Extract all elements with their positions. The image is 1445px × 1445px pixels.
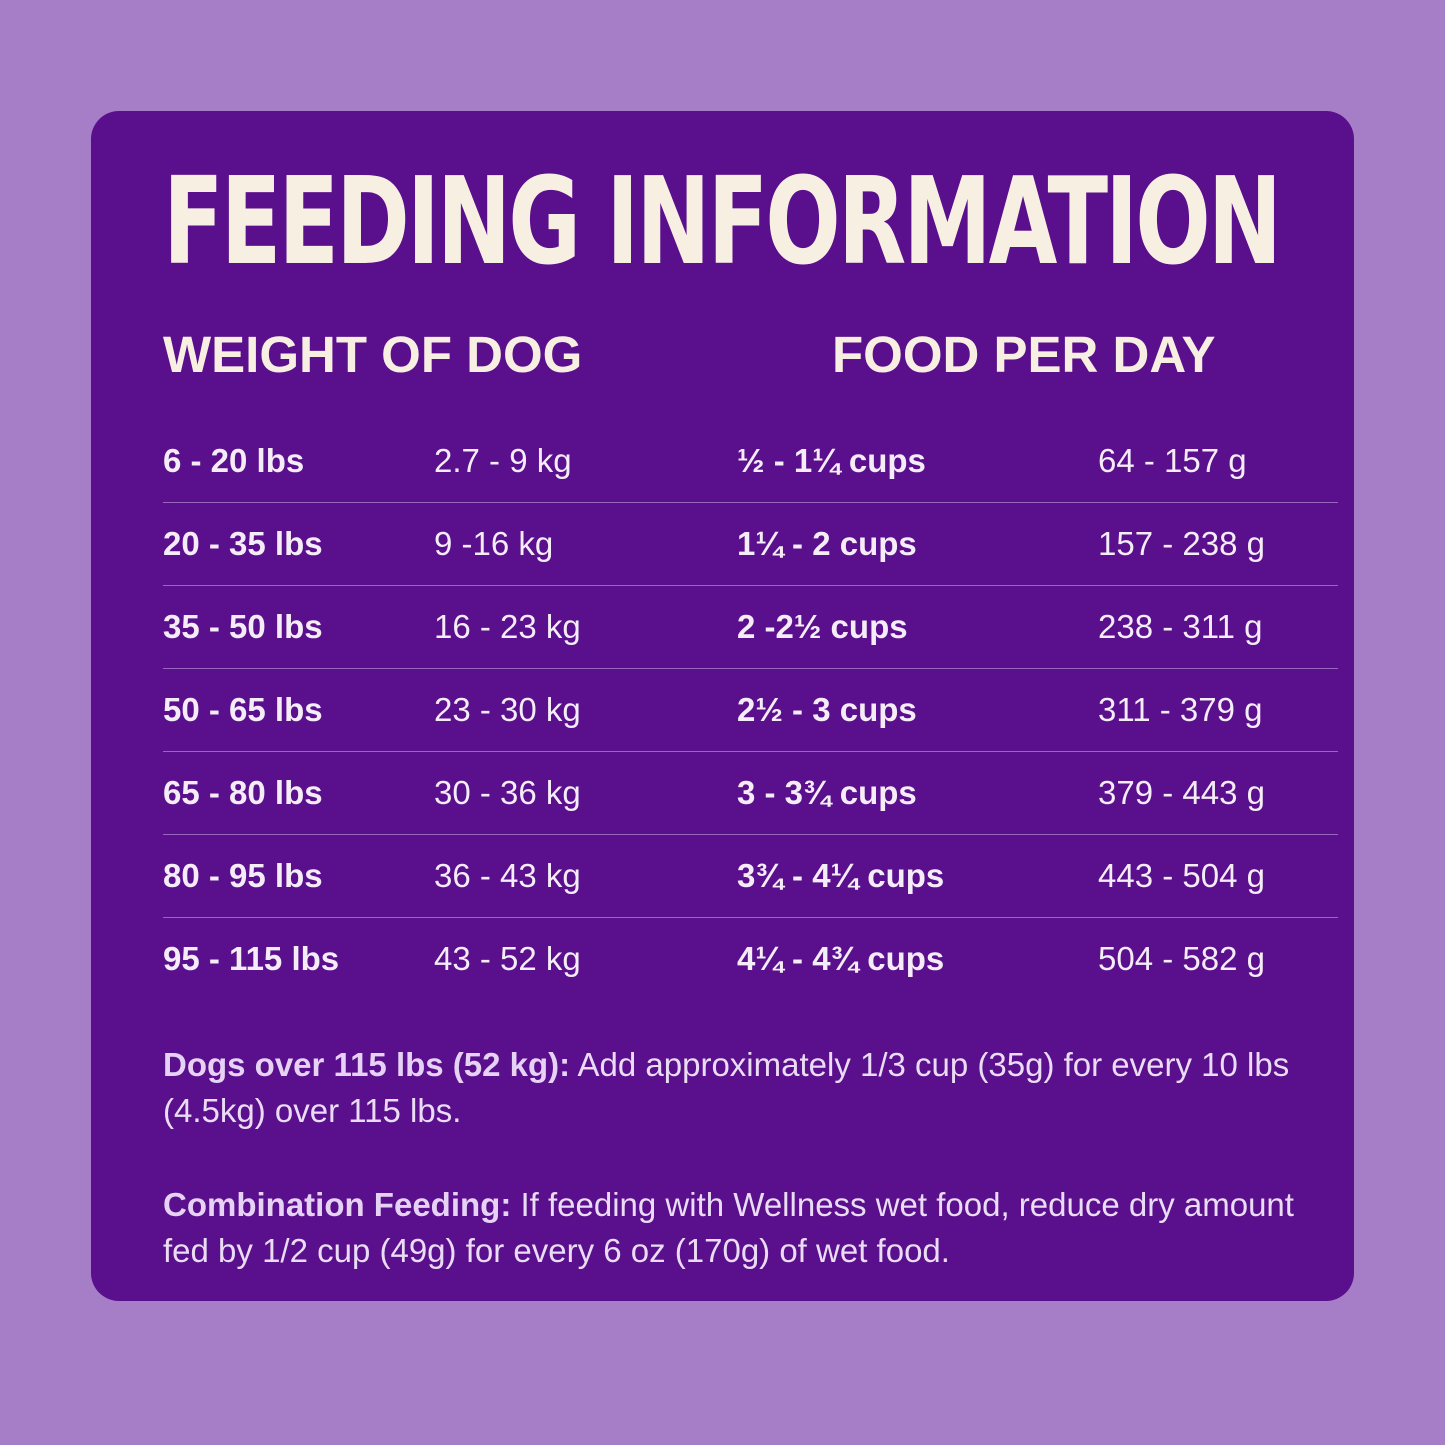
- weight-lbs-cell: 50 - 65 lbs: [163, 691, 323, 728]
- food-cups-cell: 3 - 3¾ cups: [737, 774, 917, 811]
- food-cups-cell: 2½ - 3 cups: [737, 691, 917, 728]
- feeding-table: 6 - 20 lbs 2.7 - 9 kg ½ - 1¼ cups 64 - 1…: [163, 420, 1338, 1000]
- combination-feeding-note: Combination Feeding: If feeding with Wel…: [163, 1182, 1303, 1274]
- weight-kg-cell: 16 - 23 kg: [434, 608, 581, 645]
- weight-kg-cell: 9 -16 kg: [434, 525, 554, 562]
- food-column-header: FOOD PER DAY: [832, 326, 1216, 383]
- weight-lbs-cell: 65 - 80 lbs: [163, 774, 323, 811]
- table-row: 6 - 20 lbs 2.7 - 9 kg ½ - 1¼ cups 64 - 1…: [163, 420, 1338, 503]
- weight-kg-cell: 43 - 52 kg: [434, 940, 581, 977]
- food-cups-cell: ½ - 1¼ cups: [737, 442, 926, 479]
- food-grams-cell: 64 - 157 g: [1098, 442, 1247, 479]
- combination-feeding-lead: Combination Feeding:: [163, 1186, 512, 1223]
- combination-feeding-text: If feeding with Wellness wet food, reduc…: [163, 1186, 1294, 1269]
- large-dog-note-text: Add approximately 1/3 cup (35g) for ever…: [163, 1046, 1290, 1129]
- feeding-card: FEEDING INFORMATION WEIGHT OF DOG FOOD P…: [91, 111, 1354, 1301]
- weight-column-header: WEIGHT OF DOG: [163, 326, 583, 383]
- table-row: 20 - 35 lbs 9 -16 kg 1¼ - 2 cups 157 - 2…: [163, 503, 1338, 586]
- food-cups-cell: 2 -2½ cups: [737, 608, 908, 645]
- weight-kg-cell: 36 - 43 kg: [434, 857, 581, 894]
- table-row: 65 - 80 lbs 30 - 36 kg 3 - 3¾ cups 379 -…: [163, 752, 1338, 835]
- food-cups-cell: 1¼ - 2 cups: [737, 525, 917, 562]
- food-grams-cell: 443 - 504 g: [1098, 857, 1265, 894]
- large-dog-note-lead: Dogs over 115 lbs (52 kg):: [163, 1046, 571, 1083]
- weight-lbs-cell: 35 - 50 lbs: [163, 608, 323, 645]
- table-row: 80 - 95 lbs 36 - 43 kg 3¾ - 4¼ cups 443 …: [163, 835, 1338, 918]
- weight-lbs-cell: 80 - 95 lbs: [163, 857, 323, 894]
- food-grams-cell: 238 - 311 g: [1098, 608, 1263, 645]
- weight-lbs-cell: 6 - 20 lbs: [163, 442, 305, 479]
- weight-lbs-cell: 95 - 115 lbs: [163, 940, 340, 977]
- table-row: 95 - 115 lbs 43 - 52 kg 4¼ - 4¾ cups 504…: [163, 918, 1338, 1000]
- weight-kg-cell: 30 - 36 kg: [434, 774, 581, 811]
- food-grams-cell: 379 - 443 g: [1098, 774, 1265, 811]
- weight-kg-cell: 23 - 30 kg: [434, 691, 581, 728]
- food-cups-cell: 4¼ - 4¾ cups: [737, 940, 945, 977]
- table-row: 35 - 50 lbs 16 - 23 kg 2 -2½ cups 238 - …: [163, 586, 1338, 669]
- food-grams-cell: 311 - 379 g: [1098, 691, 1263, 728]
- page-title: FEEDING INFORMATION: [163, 153, 1282, 292]
- weight-lbs-cell: 20 - 35 lbs: [163, 525, 323, 562]
- food-grams-cell: 504 - 582 g: [1098, 940, 1265, 977]
- food-cups-cell: 3¾ - 4¼ cups: [737, 857, 945, 894]
- weight-kg-cell: 2.7 - 9 kg: [434, 442, 572, 479]
- large-dog-note: Dogs over 115 lbs (52 kg): Add approxima…: [163, 1042, 1303, 1134]
- food-grams-cell: 157 - 238 g: [1098, 525, 1265, 562]
- table-row: 50 - 65 lbs 23 - 30 kg 2½ - 3 cups 311 -…: [163, 669, 1338, 752]
